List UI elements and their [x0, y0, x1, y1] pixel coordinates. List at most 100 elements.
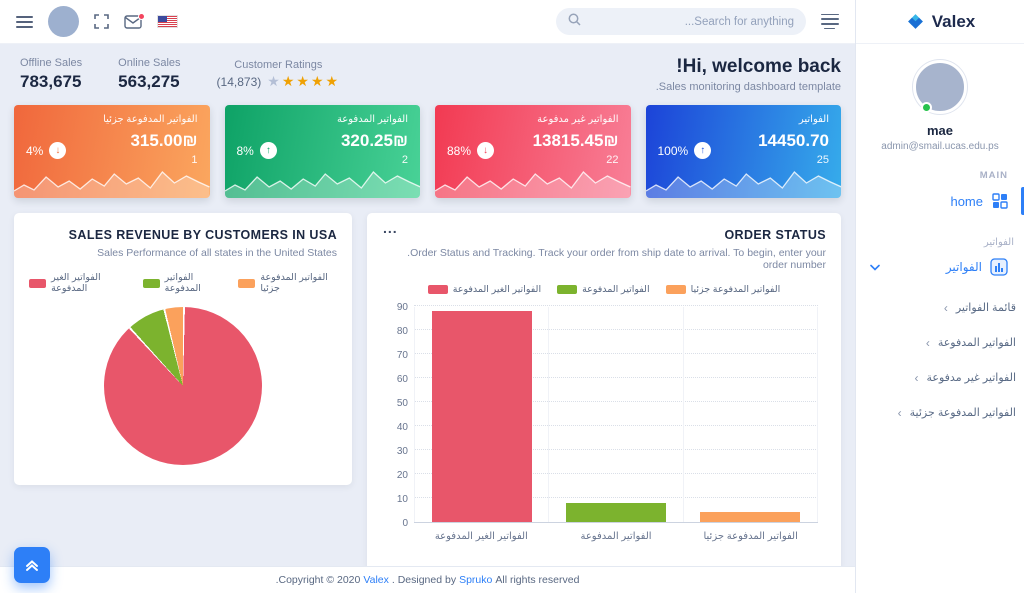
- footer-text: . Designed by: [391, 574, 457, 586]
- brand-name: Valex: [931, 11, 976, 31]
- legend-item-unpaid[interactable]: الفواتير الغير المدفوعة: [427, 284, 541, 295]
- charts-row: SALES REVENUE BY CUSTOMERS IN USA Sales …: [14, 213, 841, 572]
- legend-swatch: [142, 278, 160, 288]
- offline-sales-value: 783,675: [20, 72, 82, 91]
- mail-badge: [138, 12, 145, 20]
- sidebar-item-unpaid-invoices[interactable]: ‹ الفواتير غير مدفوعة: [914, 370, 1016, 385]
- card-paid[interactable]: الفواتير المدفوعة 320.25₪ 2 8% ↑: [224, 105, 420, 198]
- us-flag-icon[interactable]: [157, 15, 178, 28]
- card-count: 22: [606, 154, 619, 166]
- section-label-main: MAIN: [979, 170, 1008, 181]
- section-label-invoices: الفواتير: [983, 237, 1014, 248]
- card-partially-paid[interactable]: الفواتير المدفوعة جزئيا 315.00₪ 1 4% ↓: [14, 105, 210, 198]
- card-unpaid[interactable]: الفواتير غير مدفوعة 13815.45₪ 22 88% ↓: [435, 105, 631, 198]
- footer-text: All rights reserved: [495, 574, 580, 586]
- user-email: admin@smail.ucas.edu.ps: [881, 141, 999, 152]
- arrow-down-icon: ↓: [49, 142, 67, 159]
- page-title: !Hi, welcome back: [676, 56, 841, 77]
- online-sales-value: 563,275: [118, 72, 180, 91]
- sales-revenue-card: SALES REVENUE BY CUSTOMERS IN USA Sales …: [14, 213, 352, 485]
- welcome-block: !Hi, welcome back .Sales monitoring dash…: [656, 56, 841, 93]
- home-label: home: [950, 193, 983, 209]
- card-percent: 4%: [26, 143, 44, 158]
- bar-legend: الفواتير الغير المدفوعة الفواتير المدفوع…: [382, 284, 826, 295]
- card-value: 14450.70: [758, 131, 829, 150]
- card-label: الفواتير المدفوعة: [336, 114, 408, 125]
- page-header: Offline Sales 783,675 Online Sales 563,2…: [0, 44, 855, 101]
- bar-card-subtitle: .Order Status and Tracking. Track your o…: [407, 247, 826, 271]
- chevron-left-icon: ‹: [897, 405, 902, 420]
- dashboard-grid-icon: [992, 193, 1008, 209]
- legend-item-paid[interactable]: الفواتير المدفوعة: [557, 284, 650, 295]
- sidebar-item-home[interactable]: home: [856, 185, 1024, 217]
- sparkline: [435, 171, 631, 198]
- customer-ratings-stat: Customer Ratings (14,873) ★★★★★: [217, 59, 341, 90]
- card-count: 2: [401, 154, 408, 166]
- search-input[interactable]: ...Search for anything: [556, 8, 806, 35]
- sparkline: [224, 171, 420, 198]
- menu-toggle-icon[interactable]: [16, 13, 33, 31]
- online-status-dot: [921, 102, 932, 113]
- sidebar-item-paid-invoices[interactable]: ‹ الفواتير المدفوعة: [925, 335, 1016, 350]
- summary-cards: الفواتير المدفوعة جزئيا 315.00₪ 1 4% ↓ ال…: [14, 105, 841, 198]
- chevron-down-icon: [870, 264, 880, 271]
- offline-sales-stat: Offline Sales 783,675: [20, 57, 82, 92]
- card-percent: 100%: [657, 143, 689, 158]
- legend-swatch: [557, 285, 578, 294]
- topbar: ...Search for anything: [0, 0, 855, 44]
- mail-icon[interactable]: [124, 12, 145, 29]
- invoices-label: الفواتير: [945, 260, 982, 274]
- legend-swatch: [238, 278, 256, 288]
- sidebar-item-invoice-list[interactable]: ‹ قائمة الفواتير: [943, 300, 1016, 315]
- legend-item-partial[interactable]: الفواتير المدفوعة جزئيا: [238, 272, 337, 294]
- card-percent: 8%: [236, 143, 254, 158]
- online-sales-label: Online Sales: [118, 57, 181, 69]
- scroll-to-top-button[interactable]: [14, 547, 50, 583]
- card-options-menu[interactable]: ...: [383, 220, 398, 236]
- pie-card-title: SALES REVENUE BY CUSTOMERS IN USA: [68, 228, 337, 242]
- legend-item-paid[interactable]: الفواتير المدفوعة: [142, 272, 223, 294]
- chevron-left-icon: ‹: [943, 300, 948, 315]
- search-placeholder: ...Search for anything: [684, 15, 794, 28]
- card-value: 13815.45₪: [532, 131, 619, 150]
- topbar-avatar[interactable]: [48, 6, 79, 37]
- card-percent: 88%: [447, 143, 472, 158]
- pie-card-subtitle: Sales Performance of all states in the U…: [97, 247, 337, 259]
- active-indicator: [1021, 187, 1024, 215]
- footer-text: .Copyright © 2020: [275, 574, 361, 586]
- footer-spruko-link[interactable]: Spruko: [459, 574, 493, 586]
- pie-chart: [104, 307, 262, 465]
- chevron-left-icon: ‹: [914, 370, 919, 385]
- arrow-up-icon: ↑: [694, 142, 712, 159]
- fullscreen-icon[interactable]: [94, 14, 109, 29]
- sparkline: [645, 171, 841, 198]
- arrow-up-icon: ↑: [259, 142, 277, 159]
- legend-item-partial[interactable]: الفواتير المدفوعة جزئيا: [665, 284, 780, 295]
- brand-logo[interactable]: Valex: [856, 0, 1024, 44]
- bar-chart: 0 10 20 30 40 50 60 70 80 90 الفواتير الغير المدفو…: [382, 302, 826, 557]
- sidebar-item-invoices[interactable]: الفواتير: [856, 250, 1024, 284]
- footer: .Copyright © 2020 Valex . Designed by Sp…: [0, 566, 855, 593]
- order-status-card: ... ORDER STATUS .Order Status and Track…: [367, 213, 841, 572]
- legend-item-unpaid[interactable]: الفواتير الغير المدفوعة: [29, 272, 127, 294]
- card-value: 320.25₪: [340, 131, 408, 150]
- card-label: الفواتير المدفوعة جزئيا: [103, 114, 198, 125]
- bar-card-title: ORDER STATUS: [724, 228, 826, 242]
- user-avatar[interactable]: [913, 60, 967, 114]
- card-invoices[interactable]: الفواتير 14450.70 25 100% ↑: [645, 105, 841, 198]
- card-label: الفواتير غير مدفوعة: [537, 114, 619, 125]
- pie-legend: الفواتير الغير المدفوعة الفواتير المدفوع…: [29, 272, 337, 294]
- sidebar-item-partially-paid-invoices[interactable]: ‹ الفواتير المدفوعة جزئية: [897, 405, 1016, 420]
- double-chevron-up-icon: [26, 560, 38, 571]
- legend-swatch: [29, 278, 47, 288]
- valex-logo-icon: [907, 14, 923, 29]
- offline-sales-label: Offline Sales: [20, 57, 83, 69]
- page-subtitle: .Sales monitoring dashboard template: [655, 81, 841, 93]
- card-count: 1: [191, 154, 198, 166]
- ratings-count: (14,873): [216, 74, 262, 89]
- invoices-submenu: ‹ قائمة الفواتير ‹ الفواتير المدفوعة ‹ ا…: [856, 290, 1024, 430]
- list-menu-icon[interactable]: [820, 11, 839, 32]
- legend-swatch: [665, 285, 686, 294]
- main-area: ...Search for anything Offline Sales 783…: [0, 0, 855, 593]
- footer-valex-link[interactable]: Valex: [363, 574, 389, 586]
